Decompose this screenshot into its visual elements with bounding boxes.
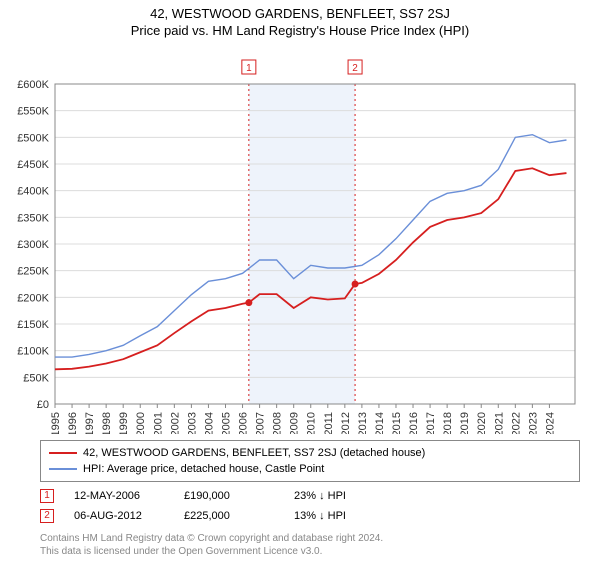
footnote-line: Contains HM Land Registry data © Crown c… — [40, 532, 580, 545]
legend-label: 42, WESTWOOD GARDENS, BENFLEET, SS7 2SJ … — [83, 445, 425, 461]
y-tick-label: £550K — [17, 106, 49, 118]
event-delta: 13% ↓ HPI — [294, 506, 384, 526]
x-tick-label: 2002 — [169, 412, 181, 434]
x-tick-label: 2000 — [135, 412, 147, 434]
y-tick-label: £0 — [37, 399, 49, 411]
event-row: 2 06-AUG-2012 £225,000 13% ↓ HPI — [40, 506, 580, 526]
x-tick-label: 2021 — [493, 412, 505, 434]
x-tick-label: 2003 — [186, 412, 198, 434]
x-tick-label: 2009 — [289, 412, 301, 434]
x-tick-label: 2012 — [340, 412, 352, 434]
x-tick-label: 2020 — [476, 412, 488, 434]
x-tick-label: 1996 — [67, 412, 79, 434]
legend-label: HPI: Average price, detached house, Cast… — [83, 461, 324, 477]
x-tick-label: 1995 — [50, 412, 62, 434]
legend-row: 42, WESTWOOD GARDENS, BENFLEET, SS7 2SJ … — [49, 445, 571, 461]
chart-subtitle: Price paid vs. HM Land Registry's House … — [0, 23, 600, 38]
x-tick-label: 2010 — [306, 412, 318, 434]
y-tick-label: £600K — [17, 79, 49, 91]
x-tick-label: 2022 — [510, 412, 522, 434]
legend-swatch — [49, 468, 77, 470]
event-marker: 1 — [40, 489, 54, 503]
x-tick-label: 2011 — [323, 412, 335, 434]
event-delta: 23% ↓ HPI — [294, 486, 384, 506]
event-price: £225,000 — [184, 506, 274, 526]
x-tick-label: 1999 — [118, 412, 130, 434]
event-label-num: 1 — [246, 63, 252, 74]
x-tick-label: 1998 — [101, 412, 113, 434]
y-tick-label: £250K — [17, 266, 49, 278]
y-tick-label: £100K — [17, 346, 49, 358]
y-tick-label: £450K — [17, 159, 49, 171]
event-date: 12-MAY-2006 — [74, 486, 164, 506]
x-tick-label: 2017 — [425, 412, 437, 434]
x-tick-label: 1997 — [84, 412, 96, 434]
y-tick-label: £350K — [17, 212, 49, 224]
footnote-line: This data is licensed under the Open Gov… — [40, 545, 580, 558]
attribution-footnote: Contains HM Land Registry data © Crown c… — [40, 532, 580, 558]
y-tick-label: £500K — [17, 132, 49, 144]
y-tick-label: £200K — [17, 292, 49, 304]
x-tick-label: 2015 — [391, 412, 403, 434]
y-tick-label: £400K — [17, 186, 49, 198]
x-tick-label: 2023 — [527, 412, 539, 434]
x-tick-label: 2018 — [442, 412, 454, 434]
legend: 42, WESTWOOD GARDENS, BENFLEET, SS7 2SJ … — [40, 440, 580, 482]
event-label-num: 2 — [352, 63, 358, 74]
x-tick-label: 2004 — [203, 412, 215, 434]
event-marker: 2 — [40, 509, 54, 523]
x-tick-label: 2019 — [459, 412, 471, 434]
y-tick-label: £300K — [17, 239, 49, 251]
sale-dot — [352, 281, 359, 288]
y-tick-label: £150K — [17, 319, 49, 331]
x-tick-label: 2006 — [238, 412, 250, 434]
x-tick-label: 2013 — [357, 412, 369, 434]
legend-swatch — [49, 452, 77, 454]
x-tick-label: 2007 — [255, 412, 267, 434]
legend-row: HPI: Average price, detached house, Cast… — [49, 461, 571, 477]
x-tick-label: 2005 — [220, 412, 232, 434]
event-row: 1 12-MAY-2006 £190,000 23% ↓ HPI — [40, 486, 580, 506]
sale-dot — [245, 299, 252, 306]
x-tick-label: 2008 — [272, 412, 284, 434]
chart-title: 42, WESTWOOD GARDENS, BENFLEET, SS7 2SJ — [0, 6, 600, 21]
x-tick-label: 2024 — [544, 412, 556, 434]
event-date: 06-AUG-2012 — [74, 506, 164, 526]
y-tick-label: £50K — [23, 372, 49, 384]
x-tick-label: 2016 — [408, 412, 420, 434]
event-price: £190,000 — [184, 486, 274, 506]
price-line-chart: £0 £50K £100K £150K £200K £250K £300K £350K £400… — [0, 38, 600, 434]
x-tick-label: 2001 — [152, 412, 164, 434]
sale-events: 1 12-MAY-2006 £190,000 23% ↓ HPI 2 06-AUG-201… — [40, 486, 580, 526]
x-tick-label: 2014 — [374, 412, 386, 434]
